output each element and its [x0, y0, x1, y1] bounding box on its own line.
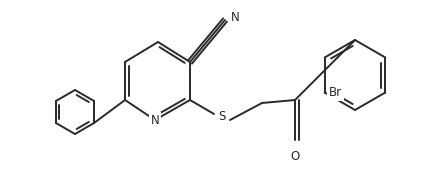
Text: Br: Br — [329, 86, 342, 99]
Text: N: N — [231, 10, 240, 24]
Text: S: S — [218, 110, 226, 123]
Text: O: O — [290, 150, 299, 163]
Text: N: N — [151, 114, 160, 126]
